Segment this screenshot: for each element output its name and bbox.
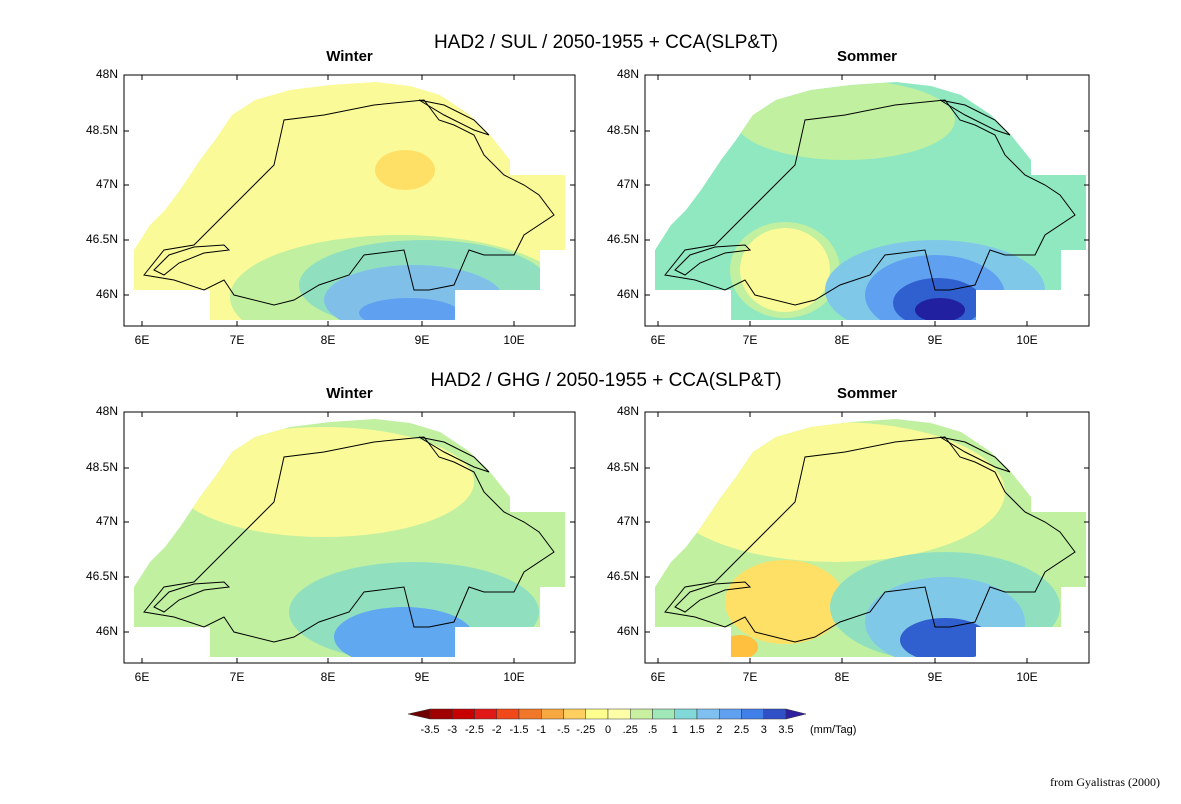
x-tick-label: 9E [928, 333, 943, 347]
panel-title: Sommer [837, 48, 897, 65]
colorbar-label: 1.5 [689, 724, 704, 736]
x-tick-label: 9E [415, 333, 430, 347]
x-tick-label: 9E [415, 670, 430, 684]
colorbar-cell [763, 708, 787, 720]
map-field [655, 82, 1086, 320]
colorbar-label: .25 [623, 724, 638, 736]
colorbar-label: -.25 [576, 724, 595, 736]
colorbar-unit: (mm/Tag) [810, 724, 856, 736]
y-tick-label: 46.5N [607, 569, 639, 583]
colorbar-cell [719, 708, 742, 720]
y-tick-label: 48N [96, 67, 118, 81]
y-tick-label: 47N [96, 514, 118, 528]
y-tick-label: 46.5N [607, 232, 639, 246]
x-tick-label: 6E [135, 333, 150, 347]
axes-frame [644, 411, 1090, 664]
colorbar-label: -1.5 [510, 724, 529, 736]
map-field [655, 419, 1086, 657]
title: HAD2 / SUL / 2050-1955 + CCA(SLP&T) [434, 32, 778, 53]
title: HAD2 / GHG / 2050-1955 + CCA(SLP&T) [430, 370, 781, 391]
colorbar-label: -3.5 [421, 724, 440, 736]
y-tick-label: 48.5N [607, 460, 639, 474]
y-tick-label: 48.5N [86, 460, 118, 474]
y-tick-label: 46.5N [86, 232, 118, 246]
x-tick-label: 8E [321, 333, 336, 347]
y-tick-label: 46N [96, 287, 118, 301]
colorbar-cell [452, 708, 475, 720]
colorbar-cell [563, 708, 586, 720]
colorbar-cell [474, 708, 497, 720]
x-tick-label: 6E [651, 670, 666, 684]
x-tick-label: 7E [743, 333, 758, 347]
y-tick-label: 48N [617, 404, 639, 418]
colorbar-label: 2 [716, 724, 722, 736]
colorbar-cell [674, 708, 698, 720]
x-tick-label: 6E [135, 670, 150, 684]
map-field [134, 82, 565, 320]
colorbar-cell [541, 708, 564, 720]
y-tick-label: 48.5N [86, 123, 118, 137]
panel-title: Winter [326, 48, 373, 65]
axes-frame [123, 74, 576, 327]
colorbar-label: -1 [536, 724, 546, 736]
colorbar-cell [741, 708, 764, 720]
panel-title: Sommer [837, 385, 897, 402]
colorbar-cap [407, 708, 431, 720]
colorbar-cell [585, 708, 609, 720]
x-tick-label: 8E [835, 333, 850, 347]
colorbar-label: 2.5 [734, 724, 749, 736]
y-tick-label: 46N [617, 624, 639, 638]
colorbar-label: -2 [492, 724, 502, 736]
x-tick-label: 8E [835, 670, 850, 684]
x-tick-label: 6E [651, 333, 666, 347]
panel-title: Winter [326, 385, 373, 402]
colorbar-cell [607, 708, 631, 720]
y-tick-label: 48N [617, 67, 639, 81]
x-tick-label: 10E [1016, 333, 1037, 347]
colorbar-cell [652, 708, 675, 720]
y-tick-label: 48.5N [607, 123, 639, 137]
axes-frame [123, 411, 576, 664]
x-tick-label: 10E [503, 333, 524, 347]
colorbar-label: -.5 [557, 724, 570, 736]
y-tick-label: 47N [617, 514, 639, 528]
y-tick-label: 48N [96, 404, 118, 418]
colorbar-label: -2.5 [465, 724, 484, 736]
x-tick-label: 7E [743, 670, 758, 684]
y-tick-label: 46N [617, 287, 639, 301]
y-tick-label: 46N [96, 624, 118, 638]
colorbar-label: .5 [648, 724, 657, 736]
colorbar-cell [696, 708, 720, 720]
colorbar-cell [518, 708, 542, 720]
colorbar-cell [630, 708, 653, 720]
colorbar-label: 3.5 [778, 724, 793, 736]
colorbar-cell [429, 708, 453, 720]
map-field [134, 419, 565, 657]
x-tick-label: 10E [503, 670, 524, 684]
y-tick-label: 47N [96, 177, 118, 191]
colorbar-label: 1 [672, 724, 678, 736]
colorbar-label: -3 [447, 724, 457, 736]
y-tick-label: 46.5N [86, 569, 118, 583]
colorbar-cap [785, 708, 807, 720]
x-tick-label: 7E [230, 670, 245, 684]
x-tick-label: 10E [1016, 670, 1037, 684]
credit: from Gyalistras (2000) [1050, 775, 1160, 789]
y-tick-label: 47N [617, 177, 639, 191]
x-tick-label: 7E [230, 333, 245, 347]
x-tick-label: 8E [321, 670, 336, 684]
x-tick-label: 9E [928, 670, 943, 684]
axes-frame [644, 74, 1090, 327]
colorbar-cell [496, 708, 520, 720]
colorbar-label: 0 [605, 724, 611, 736]
colorbar-label: 3 [761, 724, 767, 736]
